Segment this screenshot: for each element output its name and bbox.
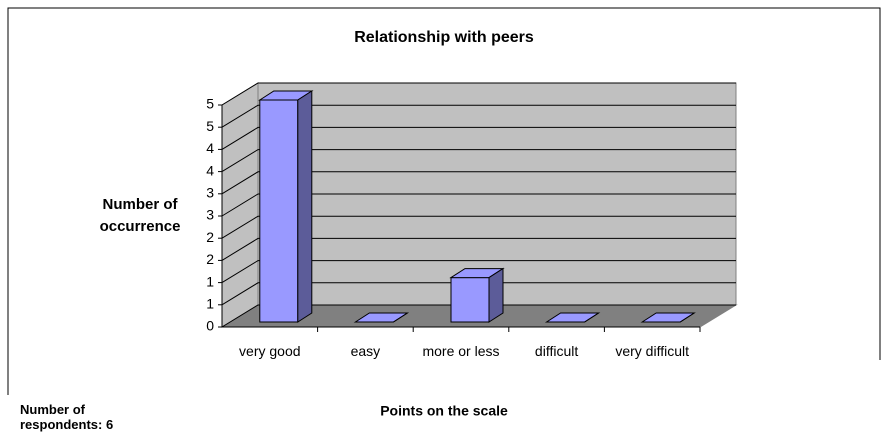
bar-face	[679, 312, 695, 323]
bar	[449, 267, 505, 323]
y-tick-label: 4	[206, 162, 214, 178]
x-tick-label: very good	[239, 343, 301, 359]
bar	[353, 312, 410, 323]
grid-line	[221, 304, 736, 328]
grid-line	[221, 215, 736, 239]
grid-line	[221, 193, 736, 217]
chart-title: Relationship with peers	[354, 29, 534, 46]
y-axis-label: Number of occurrence	[99, 196, 181, 235]
x-tick-label: more or less	[422, 343, 500, 359]
grid-line	[221, 171, 736, 195]
grid-line	[221, 126, 736, 150]
y-tick-label: 2	[206, 251, 214, 267]
grid-line	[221, 82, 736, 106]
bar	[258, 90, 314, 323]
note: Number of respondents: 6	[20, 402, 114, 432]
x-axis-label: Points on the scale	[380, 403, 508, 419]
grid-line	[221, 104, 736, 128]
bar-face	[393, 312, 408, 323]
x-tick-label: very difficult	[615, 343, 690, 359]
bar-face	[584, 312, 599, 323]
y-tick-label: 0	[206, 318, 214, 334]
grid-line	[221, 237, 736, 261]
y-tick-label: 5	[206, 118, 214, 134]
x-tick-label: easy	[350, 343, 381, 359]
y-tick-label: 2	[206, 229, 214, 245]
y-tick-label: 3	[206, 207, 214, 223]
bar-face	[259, 99, 299, 323]
y-tick-label: 3	[206, 185, 214, 201]
y-tick-label: 1	[206, 273, 214, 289]
x-tick-label: difficult	[534, 343, 579, 359]
bar	[640, 312, 696, 323]
bar-face	[450, 277, 490, 323]
frame	[7, 7, 881, 395]
bar-face	[488, 267, 504, 323]
y-tick-label: 4	[206, 140, 214, 156]
grid-line	[221, 149, 736, 173]
grid-line	[221, 282, 736, 306]
y-tick-label: 5	[206, 96, 214, 112]
grid-line	[221, 260, 736, 284]
bar	[544, 312, 601, 323]
y-tick-label: 1	[206, 296, 214, 312]
bar-face	[297, 90, 313, 323]
